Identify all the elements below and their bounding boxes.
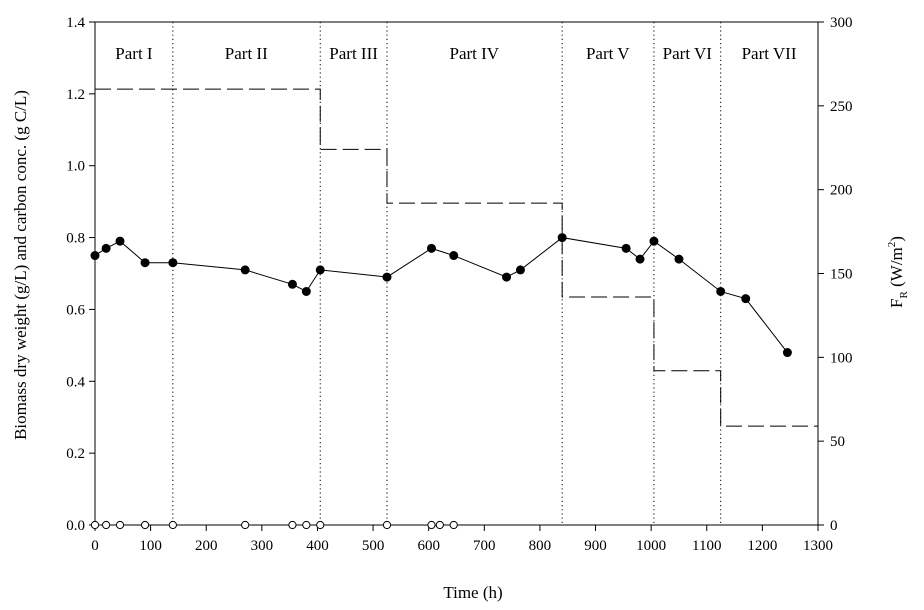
carbon-point: [115, 520, 125, 530]
biomass-point: [449, 251, 459, 261]
biomass-point: [716, 286, 726, 296]
carbon-point: [90, 520, 100, 530]
part-label: Part III: [329, 44, 378, 63]
x-tick-label: 300: [251, 538, 274, 554]
carbon-point: [140, 520, 150, 530]
y-left-axis-title: Biomass dry weight (g/L) and carbon conc…: [11, 90, 30, 440]
y-left-axis-ticks: 0.0 0.2 0.4 0.6 0.8 1.0 1.2 1.4: [66, 15, 95, 534]
biomass-point: [741, 294, 751, 304]
x-tick-label: 1100: [692, 538, 721, 554]
part-label: Part VII: [742, 44, 797, 63]
x-axis-ticks: 0 100 200 300 400 500 600 700 800 900 1000 1100 1200…: [91, 525, 833, 554]
biomass-point: [101, 243, 111, 253]
carbon-point: [449, 520, 458, 530]
y-right-title-sub: R: [898, 290, 910, 298]
part-labels: Part I Part II Part III Part IV Part V Part V…: [115, 44, 797, 63]
biomass-point: [426, 243, 436, 253]
series-layer: [90, 88, 818, 530]
biomass-point: [674, 254, 684, 264]
biomass-point: [168, 258, 178, 268]
y-right-axis-title: FR (W/m2): [886, 236, 910, 308]
part-label: Part V: [586, 44, 630, 63]
x-tick-label: 0: [91, 538, 99, 554]
carbon-point: [168, 520, 177, 530]
y-right-tick-label: 0: [830, 518, 838, 534]
x-tick-label: 200: [195, 538, 218, 554]
x-axis-title: Time (h): [443, 583, 502, 602]
y-right-tick-label: 250: [830, 99, 853, 115]
biomass-point: [635, 254, 645, 264]
carbon-point: [241, 520, 250, 530]
carbon-point: [316, 520, 325, 530]
y-left-tick-label: 1.4: [66, 15, 85, 31]
y-left-tick-label: 0.2: [66, 446, 85, 462]
x-tick-label: 400: [306, 538, 329, 554]
y-right-title-rest: (W/m: [887, 247, 906, 291]
x-tick-label: 1300: [803, 538, 833, 554]
x-tick-label: 500: [362, 538, 385, 554]
carbon-point: [302, 520, 311, 530]
y-right-title-end: ): [887, 236, 906, 242]
y-right-title-main: F: [887, 298, 906, 307]
biomass-point: [240, 265, 250, 275]
y-left-tick-label: 0.4: [66, 374, 85, 390]
y-right-tick-label: 100: [830, 350, 853, 366]
part-label: Part VI: [663, 44, 713, 63]
plot-area-border: [94, 21, 819, 526]
plot-frame: [94, 21, 819, 526]
y-right-tick-label: 300: [830, 15, 853, 31]
carbon-point: [288, 520, 297, 530]
biomass-point: [502, 272, 512, 282]
part-label: Part IV: [450, 44, 500, 63]
biomass-point: [115, 236, 125, 246]
part-boundaries: [172, 22, 722, 525]
part-label: Part II: [225, 44, 268, 63]
y-left-tick-label: 0.6: [66, 302, 85, 318]
y-right-tick-label: 200: [830, 183, 853, 199]
biomass-point: [782, 348, 792, 358]
x-tick-label: 900: [584, 538, 607, 554]
biomass-point: [382, 272, 392, 282]
carbon-point: [435, 520, 444, 530]
y-left-tick-label: 0.8: [66, 231, 85, 247]
y-right-axis-ticks: 0 50 100 150 200 250 300: [818, 15, 853, 534]
biomass-line: [94, 237, 788, 353]
biomass-point: [90, 251, 100, 261]
carbon-point: [102, 520, 111, 530]
biomass-point: [621, 243, 631, 253]
x-tick-label: 600: [417, 538, 440, 554]
biomass-point: [315, 265, 325, 275]
x-tick-label: 800: [529, 538, 552, 554]
biomass-point: [287, 279, 297, 289]
y-left-tick-label: 1.0: [66, 159, 85, 175]
carbon-point: [427, 520, 436, 530]
fr-step-line: [95, 88, 818, 427]
x-tick-label: 100: [139, 538, 162, 554]
y-right-tick-label: 50: [830, 434, 845, 450]
biomass-point: [140, 258, 150, 268]
carbon-point: [382, 520, 392, 530]
biomass-point: [649, 236, 659, 246]
biomass-point: [301, 286, 311, 296]
x-tick-label: 1000: [636, 538, 666, 554]
x-tick-label: 1200: [747, 538, 777, 554]
x-tick-label: 700: [473, 538, 496, 554]
y-left-tick-label: 1.2: [66, 87, 85, 103]
y-left-tick-label: 0.0: [66, 518, 85, 534]
biomass-point: [515, 265, 525, 275]
part-label: Part I: [115, 44, 153, 63]
y-right-tick-label: 150: [830, 267, 853, 283]
y-right-title-sup: 2: [886, 242, 898, 248]
